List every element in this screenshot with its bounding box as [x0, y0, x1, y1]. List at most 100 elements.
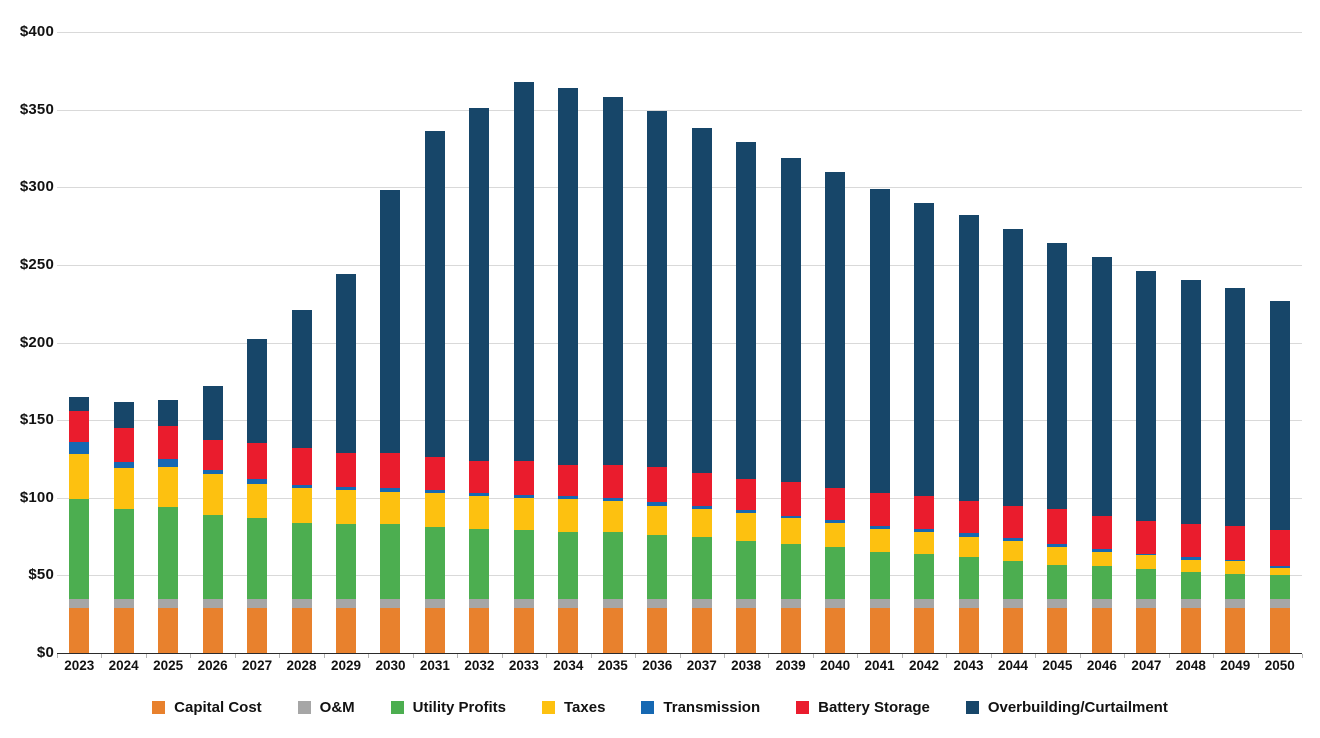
- bar-segment-o-m-2044: [1002, 598, 1023, 608]
- bar-segment-overbuilding-curtailment-2039: [780, 157, 801, 483]
- y-axis-label-50: $50: [28, 566, 54, 584]
- x-axis-label-2034: 2034: [553, 658, 584, 673]
- bar-segment-transmission-2036: [647, 502, 668, 506]
- bar-segment-utility-profits-2026: [202, 514, 223, 599]
- x-axis-label-2024: 2024: [108, 658, 139, 673]
- bar-segment-battery-storage-2043: [958, 500, 979, 534]
- bar-segment-taxes-2049: [1225, 561, 1246, 574]
- bar-segment-taxes-2035: [602, 500, 623, 532]
- y-axis-label-350: $350: [19, 100, 54, 118]
- bar-segment-utility-profits-2036: [647, 535, 668, 599]
- bar-segment-overbuilding-curtailment-2023: [69, 396, 90, 411]
- bar-segment-capital-cost-2023: [69, 607, 90, 653]
- x-axis-tick-16: [768, 654, 770, 658]
- bar-segment-capital-cost-2026: [202, 607, 223, 653]
- bar-2036: [647, 111, 668, 653]
- bar-segment-battery-storage-2038: [736, 479, 757, 511]
- x-axis-tick-9: [457, 654, 459, 658]
- bar-2026: [202, 386, 223, 653]
- bar-segment-battery-storage-2041: [869, 493, 890, 526]
- x-axis-label-2029: 2029: [330, 658, 362, 673]
- chart-legend: Capital Cost O&M Utility Profits Taxes Trans…: [0, 699, 1320, 716]
- bar-segment-transmission-2028: [291, 485, 312, 489]
- bar-2031: [424, 131, 445, 653]
- bar-segment-battery-storage-2045: [1047, 508, 1068, 545]
- bar-segment-overbuilding-curtailment-2031: [424, 131, 445, 458]
- bar-segment-battery-storage-2048: [1180, 524, 1201, 557]
- bar-segment-taxes-2032: [469, 496, 490, 529]
- gridline-100: [57, 497, 1302, 499]
- bar-segment-transmission-2049: [1225, 559, 1246, 562]
- legend-swatch-taxes: [542, 701, 555, 714]
- bar-segment-overbuilding-curtailment-2026: [202, 386, 223, 441]
- x-axis-label-2041: 2041: [864, 658, 895, 673]
- bar-segment-transmission-2033: [513, 494, 534, 498]
- bar-segment-o-m-2037: [691, 598, 712, 608]
- bar-segment-battery-storage-2035: [602, 465, 623, 498]
- bar-2038: [736, 142, 757, 653]
- bar-2028: [291, 309, 312, 653]
- bar-segment-o-m-2042: [914, 598, 935, 608]
- bar-segment-taxes-2041: [869, 528, 890, 553]
- bar-segment-utility-profits-2043: [958, 556, 979, 599]
- x-axis-label-2046: 2046: [1086, 658, 1117, 673]
- bar-segment-battery-storage-2031: [424, 457, 445, 491]
- bar-segment-taxes-2040: [825, 522, 846, 548]
- bar-segment-transmission-2030: [380, 488, 401, 492]
- bar-2040: [825, 171, 846, 653]
- bar-segment-capital-cost-2040: [825, 607, 846, 653]
- x-axis-tick-19: [901, 654, 903, 658]
- x-axis-tick-21: [990, 654, 992, 658]
- bar-segment-overbuilding-curtailment-2040: [825, 171, 846, 489]
- bar-segment-utility-profits-2040: [825, 547, 846, 599]
- bar-segment-utility-profits-2023: [69, 499, 90, 599]
- bar-segment-taxes-2029: [336, 490, 357, 525]
- y-axis-label-100: $100: [19, 488, 54, 506]
- bar-segment-o-m-2049: [1225, 598, 1246, 608]
- bar-segment-taxes-2042: [914, 531, 935, 554]
- bar-2047: [1136, 271, 1157, 653]
- bar-segment-transmission-2027: [247, 479, 268, 484]
- bar-segment-taxes-2024: [113, 468, 134, 509]
- bar-segment-overbuilding-curtailment-2035: [602, 97, 623, 466]
- bar-segment-o-m-2040: [825, 598, 846, 608]
- x-axis-label-2032: 2032: [464, 658, 495, 673]
- bar-segment-o-m-2024: [113, 598, 134, 608]
- y-axis-label-200: $200: [19, 333, 54, 351]
- bar-segment-battery-storage-2039: [780, 482, 801, 517]
- bar-segment-o-m-2041: [869, 598, 890, 608]
- bar-segment-capital-cost-2039: [780, 607, 801, 653]
- bar-segment-taxes-2038: [736, 513, 757, 542]
- bar-segment-utility-profits-2050: [1269, 575, 1290, 599]
- bar-2043: [958, 215, 979, 653]
- x-axis-label-2039: 2039: [775, 658, 806, 673]
- bar-segment-battery-storage-2047: [1136, 521, 1157, 554]
- bar-segment-capital-cost-2034: [558, 607, 579, 653]
- x-axis-label-2042: 2042: [909, 658, 940, 673]
- x-axis-tick-4: [234, 654, 236, 658]
- bar-2027: [247, 339, 268, 653]
- bar-segment-taxes-2039: [780, 517, 801, 545]
- legend-item-transmission: Transmission: [641, 699, 760, 716]
- bar-segment-taxes-2036: [647, 505, 668, 536]
- x-axis-tick-12: [590, 654, 592, 658]
- y-axis-label-150: $150: [19, 411, 54, 429]
- legend-item-capital-cost: Capital Cost: [152, 699, 262, 716]
- bar-segment-capital-cost-2050: [1269, 607, 1290, 653]
- x-axis-tick-11: [546, 654, 548, 658]
- bar-segment-overbuilding-curtailment-2028: [291, 309, 312, 449]
- bar-2034: [558, 87, 579, 653]
- legend-item-o-m: O&M: [297, 699, 355, 716]
- x-axis-label-2030: 2030: [375, 658, 406, 673]
- bar-segment-o-m-2036: [647, 598, 668, 608]
- bar-segment-transmission-2043: [958, 533, 979, 537]
- bar-segment-o-m-2033: [513, 598, 534, 608]
- bar-segment-utility-profits-2025: [158, 507, 179, 599]
- gridline-250: [57, 264, 1302, 266]
- x-axis-tick-2: [145, 654, 147, 658]
- x-axis-tick-20: [946, 654, 948, 658]
- bar-segment-overbuilding-curtailment-2032: [469, 108, 490, 461]
- y-axis-label-300: $300: [19, 178, 54, 196]
- x-axis-tick-24: [1124, 654, 1126, 658]
- bar-segment-taxes-2046: [1091, 552, 1112, 567]
